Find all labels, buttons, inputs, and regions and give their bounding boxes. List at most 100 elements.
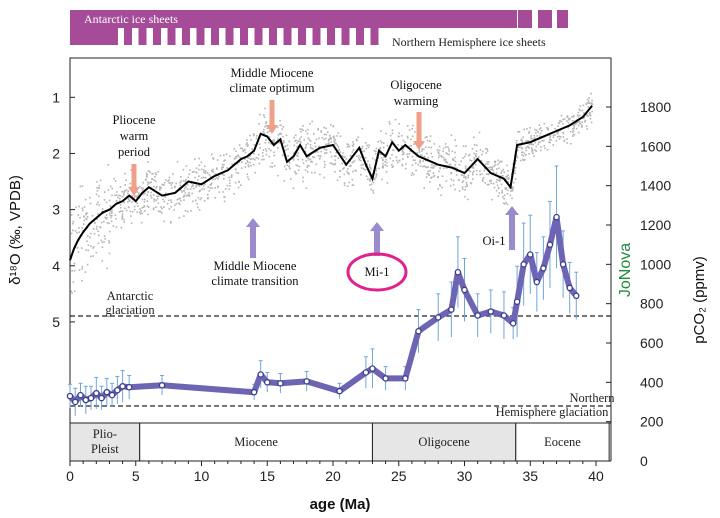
scatter-point bbox=[249, 155, 252, 157]
scatter-point bbox=[73, 270, 76, 272]
scatter-point bbox=[73, 290, 76, 293]
scatter-point bbox=[433, 175, 435, 178]
scatter-point bbox=[445, 180, 448, 182]
scatter-point bbox=[222, 191, 225, 193]
scatter-point bbox=[330, 155, 333, 158]
scatter-point bbox=[214, 197, 217, 199]
scatter-point bbox=[155, 199, 157, 202]
scatter-point bbox=[118, 211, 121, 213]
scatter-point bbox=[282, 126, 285, 128]
scatter-point bbox=[439, 167, 441, 169]
scatter-point bbox=[152, 208, 155, 211]
scatter-point bbox=[530, 147, 533, 149]
scatter-point bbox=[163, 195, 166, 197]
scatter-point bbox=[181, 191, 183, 193]
scatter-point bbox=[201, 177, 203, 179]
scatter-point bbox=[170, 201, 173, 204]
pco2-point bbox=[87, 394, 95, 402]
scatter-point bbox=[475, 173, 478, 176]
scatter-point bbox=[357, 136, 360, 138]
scatter-point bbox=[180, 180, 182, 182]
scatter-point bbox=[167, 199, 170, 202]
scatter-point bbox=[137, 195, 139, 197]
scatter-point bbox=[405, 163, 407, 165]
scatter-point bbox=[119, 186, 122, 188]
scatter-point bbox=[205, 170, 207, 172]
scatter-point bbox=[580, 123, 583, 126]
scatter-point bbox=[209, 175, 212, 178]
scatter-point bbox=[333, 137, 336, 140]
scatter-point bbox=[469, 159, 471, 161]
scatter-point bbox=[474, 163, 477, 166]
scatter-point bbox=[368, 179, 371, 181]
scatter-point bbox=[444, 158, 447, 161]
scatter-point bbox=[263, 114, 265, 116]
scatter-point bbox=[372, 192, 375, 194]
scatter-point bbox=[341, 155, 344, 157]
scatter-point bbox=[263, 116, 266, 118]
scatter-point bbox=[170, 221, 172, 223]
scatter-point bbox=[300, 141, 302, 143]
scatter-point bbox=[414, 162, 417, 164]
scatter-point bbox=[84, 271, 87, 273]
scatter-point bbox=[493, 165, 495, 168]
scatter-point bbox=[473, 143, 476, 146]
scatter-point bbox=[152, 194, 155, 196]
scatter-point bbox=[558, 135, 560, 138]
scatter-point bbox=[234, 181, 237, 184]
scatter-point bbox=[520, 139, 522, 142]
scatter-point bbox=[379, 140, 382, 142]
scatter-point bbox=[432, 164, 435, 167]
scatter-point bbox=[286, 164, 288, 166]
scatter-point bbox=[146, 176, 148, 178]
scatter-point bbox=[336, 144, 338, 146]
scatter-point bbox=[367, 146, 370, 149]
scatter-point bbox=[506, 175, 509, 177]
scatter-point bbox=[264, 142, 267, 144]
scatter-point bbox=[496, 168, 498, 170]
scatter-point bbox=[114, 214, 117, 216]
scatter-point bbox=[299, 128, 301, 130]
scatter-point bbox=[472, 171, 474, 174]
scatter-point bbox=[457, 179, 460, 181]
scatter-point bbox=[98, 204, 101, 206]
scatter-point bbox=[111, 215, 113, 217]
scatter-point bbox=[432, 172, 435, 174]
scatter-point bbox=[221, 173, 224, 176]
scatter-point bbox=[464, 176, 467, 178]
scatter-point bbox=[455, 170, 458, 173]
scatter-point bbox=[475, 169, 478, 172]
scatter-point bbox=[425, 176, 428, 178]
scatter-point bbox=[429, 170, 431, 172]
scatter-point bbox=[465, 181, 468, 184]
scatter-point bbox=[411, 135, 414, 137]
pco2-point bbox=[257, 371, 264, 378]
scatter-point bbox=[346, 143, 349, 145]
middle-miocene-climate-transition-arrow-shaft bbox=[250, 226, 256, 258]
scatter-point bbox=[485, 173, 488, 175]
scatter-point bbox=[533, 138, 535, 140]
scatter-point bbox=[426, 172, 429, 175]
scatter-point bbox=[534, 149, 536, 151]
scatter-point bbox=[502, 168, 505, 171]
scatter-point bbox=[414, 131, 416, 133]
scatter-point bbox=[439, 185, 441, 187]
pco2-point bbox=[500, 312, 508, 319]
scatter-point bbox=[581, 125, 583, 128]
scatter-point bbox=[511, 197, 513, 200]
middle-miocene-climate-optimum-arrow-shaft bbox=[269, 100, 275, 126]
scatter-point bbox=[546, 149, 549, 151]
scatter-point bbox=[366, 163, 368, 165]
northern-ice-tick bbox=[211, 28, 219, 45]
scatter-point bbox=[404, 141, 406, 143]
scatter-point bbox=[133, 208, 136, 211]
scatter-point bbox=[331, 162, 333, 165]
scatter-point bbox=[144, 192, 146, 195]
scatter-point bbox=[450, 134, 453, 137]
scatter-point bbox=[510, 187, 513, 190]
scatter-point bbox=[320, 150, 323, 153]
scatter-point bbox=[339, 151, 342, 153]
scatter-point bbox=[343, 184, 346, 186]
scatter-point bbox=[559, 136, 562, 138]
scatter-point bbox=[160, 206, 162, 208]
